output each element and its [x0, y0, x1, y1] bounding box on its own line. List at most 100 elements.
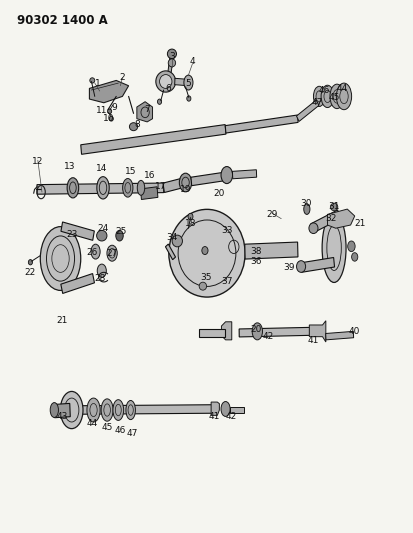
Ellipse shape	[50, 402, 58, 417]
Ellipse shape	[321, 213, 345, 282]
Text: 44: 44	[336, 84, 347, 93]
Ellipse shape	[329, 84, 343, 109]
Polygon shape	[165, 244, 175, 260]
Ellipse shape	[113, 400, 123, 421]
Ellipse shape	[252, 323, 262, 340]
Polygon shape	[232, 169, 256, 179]
Text: 36: 36	[249, 257, 261, 265]
Text: 17: 17	[154, 182, 166, 191]
Polygon shape	[325, 332, 353, 340]
Text: 46: 46	[114, 426, 126, 435]
Ellipse shape	[129, 123, 138, 131]
Ellipse shape	[172, 235, 182, 247]
Ellipse shape	[330, 203, 337, 211]
Polygon shape	[73, 405, 215, 414]
Polygon shape	[61, 222, 94, 240]
Text: 26: 26	[86, 248, 98, 257]
Ellipse shape	[107, 245, 117, 261]
Text: 4: 4	[189, 58, 195, 66]
Text: 40: 40	[348, 327, 360, 336]
Text: 7: 7	[144, 105, 150, 114]
Ellipse shape	[109, 116, 113, 121]
Ellipse shape	[221, 401, 230, 416]
Polygon shape	[296, 100, 318, 122]
Polygon shape	[81, 125, 225, 154]
Ellipse shape	[97, 264, 106, 277]
Ellipse shape	[303, 204, 309, 214]
Polygon shape	[327, 209, 354, 228]
Ellipse shape	[87, 398, 100, 422]
Text: 42: 42	[262, 332, 273, 341]
Text: 23: 23	[66, 230, 77, 239]
Text: 27: 27	[106, 249, 118, 258]
Polygon shape	[163, 178, 185, 192]
Ellipse shape	[91, 244, 100, 259]
Text: 39: 39	[282, 263, 294, 272]
Polygon shape	[89, 80, 128, 103]
Text: 46: 46	[318, 85, 330, 94]
Ellipse shape	[28, 260, 32, 265]
Polygon shape	[230, 407, 244, 413]
Text: 45: 45	[101, 423, 113, 432]
Polygon shape	[61, 273, 94, 294]
Polygon shape	[225, 115, 297, 133]
Polygon shape	[137, 102, 152, 122]
Ellipse shape	[167, 49, 176, 59]
Text: 30: 30	[299, 199, 311, 208]
Text: 41: 41	[208, 412, 220, 421]
Text: 20: 20	[213, 189, 225, 198]
Text: 14: 14	[96, 164, 107, 173]
Text: 21: 21	[353, 220, 364, 229]
Text: 11: 11	[96, 106, 107, 115]
Text: 29: 29	[266, 210, 277, 219]
Text: 25: 25	[115, 228, 126, 237]
Text: 33: 33	[221, 226, 232, 235]
Ellipse shape	[186, 96, 190, 101]
Text: 32: 32	[324, 214, 336, 223]
Ellipse shape	[183, 75, 192, 90]
Ellipse shape	[60, 391, 83, 429]
Polygon shape	[300, 257, 334, 272]
Polygon shape	[167, 53, 173, 77]
Ellipse shape	[168, 59, 175, 67]
Text: 47: 47	[126, 430, 137, 439]
Ellipse shape	[40, 227, 81, 290]
Polygon shape	[37, 183, 163, 194]
Text: 1: 1	[95, 78, 100, 87]
Ellipse shape	[335, 83, 351, 110]
Text: 37: 37	[221, 277, 232, 286]
Text: 6: 6	[164, 84, 170, 93]
Ellipse shape	[179, 173, 191, 192]
Ellipse shape	[101, 399, 113, 421]
Text: 2: 2	[119, 73, 125, 82]
Ellipse shape	[126, 400, 135, 419]
Ellipse shape	[351, 253, 357, 261]
Text: 31: 31	[328, 203, 339, 212]
Text: 28: 28	[94, 273, 105, 282]
Text: 42: 42	[225, 412, 236, 421]
Polygon shape	[54, 403, 70, 418]
Text: 44: 44	[86, 419, 98, 428]
Text: 19: 19	[179, 185, 191, 194]
Text: 18: 18	[184, 220, 196, 229]
Polygon shape	[221, 322, 231, 340]
Text: 22: 22	[25, 269, 36, 277]
Ellipse shape	[157, 99, 161, 104]
Text: 35: 35	[200, 273, 211, 281]
Ellipse shape	[96, 230, 107, 241]
Ellipse shape	[116, 230, 123, 241]
Ellipse shape	[137, 180, 145, 195]
Ellipse shape	[221, 166, 232, 183]
Polygon shape	[239, 327, 309, 337]
Ellipse shape	[159, 75, 171, 88]
Text: 41: 41	[307, 336, 318, 345]
Polygon shape	[140, 187, 157, 199]
Ellipse shape	[90, 78, 95, 83]
Ellipse shape	[169, 209, 244, 297]
Text: 8: 8	[134, 119, 140, 128]
Polygon shape	[211, 402, 219, 415]
Text: 10: 10	[103, 114, 114, 123]
Text: 34: 34	[166, 233, 177, 242]
Text: 47: 47	[311, 98, 323, 107]
Text: 45: 45	[328, 93, 339, 102]
